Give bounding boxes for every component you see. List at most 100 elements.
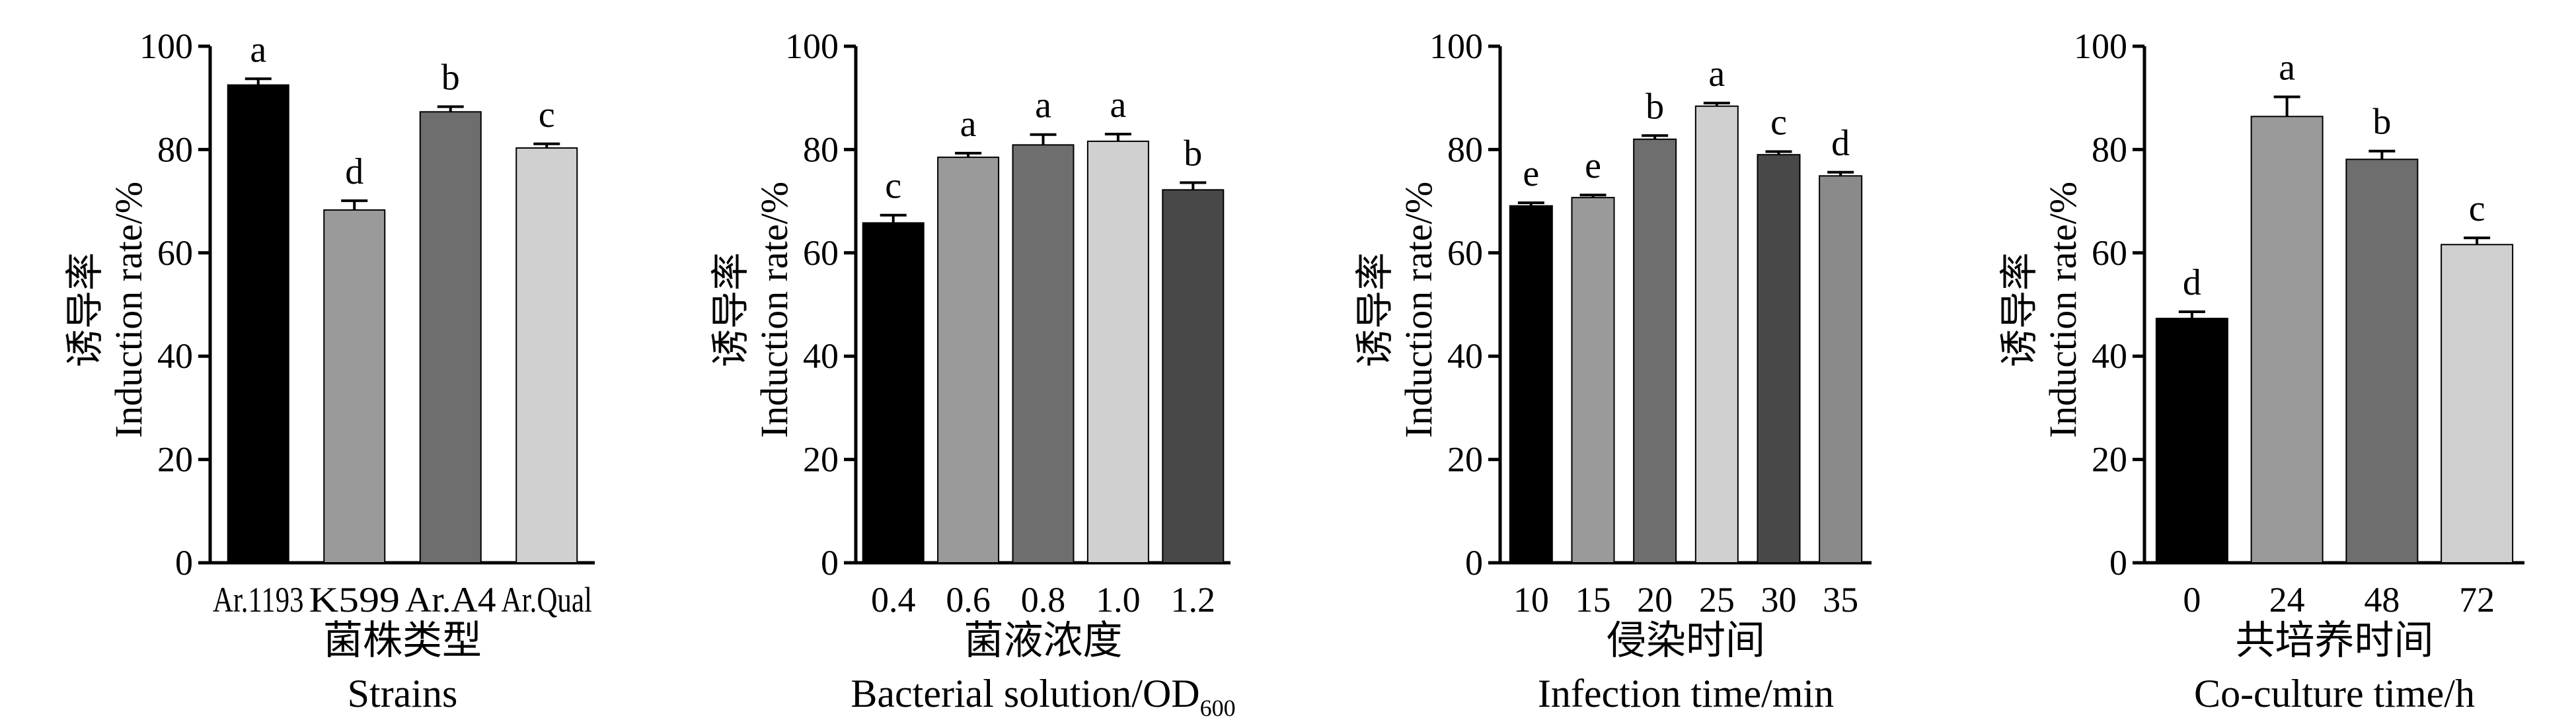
x-axis-title-cn: 共培养时间 — [2236, 619, 2434, 663]
x-axis-title-en-main: Bacterial solution/OD — [851, 672, 1199, 715]
bar-25 — [1694, 105, 1739, 564]
x-axis-title-cn: 菌株类型 — [323, 619, 482, 663]
bar-48 — [2345, 159, 2419, 563]
x-axis-title-en: Co-culture time/h — [2194, 672, 2475, 715]
y-tick-label: 20 — [1447, 440, 1483, 480]
y-tick-label: 0 — [2109, 543, 2127, 583]
x-axis-title-cn: 侵染时间 — [1607, 619, 1765, 663]
y-axis-title-en: Induction rate/% — [1397, 182, 1440, 438]
significance-letter: a — [1035, 85, 1051, 126]
y-tick-label: 40 — [2092, 336, 2127, 376]
x-tick-label: Ar.A4 — [405, 580, 496, 620]
significance-letter: b — [1184, 133, 1202, 174]
significance-letter: c — [2469, 188, 2485, 229]
x-tick-label: 24 — [2269, 580, 2305, 620]
y-tick-label: 100 — [1429, 26, 1483, 66]
bar-0.4 — [862, 222, 925, 564]
significance-letter: a — [1110, 85, 1126, 126]
y-tick-label: 40 — [157, 336, 193, 376]
x-tick-label: 1.0 — [1096, 580, 1141, 620]
chart-panel-4: 0 20 40 60 80 100 诱导率Induction rate/% d 0 a 24 b 48 c… — [1998, 26, 2524, 715]
significance-letter: e — [1523, 153, 1539, 194]
significance-letter: c — [1770, 102, 1787, 143]
x-axis-title-en: Strains — [348, 672, 458, 715]
significance-letter: a — [250, 29, 266, 70]
y-tick-label: 40 — [1447, 336, 1483, 376]
y-tick-label: 0 — [821, 543, 839, 583]
x-tick-label: 30 — [1761, 580, 1797, 620]
bar-K599 — [323, 209, 386, 564]
chart-panel-1: 0 20 40 60 80 100 诱导率Induction rate/% a Ar.1193 d… — [63, 26, 595, 715]
significance-letter: d — [345, 151, 363, 192]
x-tick-label: Ar.Qual — [502, 580, 593, 620]
significance-letter: e — [1585, 145, 1601, 186]
x-axis-title-cn: 菌液浓度 — [964, 619, 1123, 663]
x-tick-label: 20 — [1637, 580, 1673, 620]
bar-1.2 — [1162, 189, 1225, 563]
y-axis-title-en: Induction rate/% — [2041, 182, 2084, 438]
y-axis-title-cn: 诱导率 — [63, 252, 106, 367]
x-tick-label: 0.4 — [871, 580, 916, 620]
significance-letter: d — [2183, 262, 2201, 303]
bar-0 — [2155, 318, 2228, 563]
y-tick-label: 100 — [139, 26, 193, 66]
bar-24 — [2250, 116, 2324, 564]
y-tick-label: 20 — [2092, 440, 2127, 480]
y-axis-title: 诱导率Induction rate/% — [63, 182, 150, 438]
x-tick-label: 48 — [2364, 580, 2400, 620]
y-tick-label: 40 — [803, 336, 839, 376]
y-tick-label: 60 — [2092, 233, 2127, 273]
y-tick-label: 0 — [175, 543, 193, 583]
y-tick-label: 100 — [785, 26, 839, 66]
y-axis-title: 诱导率Induction rate/% — [709, 182, 796, 438]
x-tick-label: 25 — [1699, 580, 1735, 620]
x-axis-title-en-subscript: 600 — [1200, 695, 1236, 718]
significance-letter: c — [539, 94, 555, 135]
y-axis-title: 诱导率Induction rate/% — [1998, 182, 2084, 438]
significance-letter: a — [1708, 54, 1725, 94]
y-tick-label: 80 — [803, 129, 839, 169]
x-tick-label: 10 — [1513, 580, 1549, 620]
x-tick-label: 35 — [1823, 580, 1858, 620]
y-tick-label: 80 — [2092, 129, 2127, 169]
y-tick-label: 60 — [1447, 233, 1483, 273]
significance-letter: d — [1831, 123, 1850, 164]
x-axis-title-en: Bacterial solution/OD600 — [851, 672, 1235, 718]
significance-letter: b — [441, 57, 460, 98]
x-tick-label: Ar.1193 — [213, 580, 304, 620]
chart-panel-2: 0 20 40 60 80 100 诱导率Induction rate/% c 0.4 a 0.6 a… — [709, 26, 1236, 718]
y-tick-label: 20 — [803, 440, 839, 480]
x-axis-title-en: Infection time/min — [1538, 672, 1834, 715]
y-tick-label: 80 — [1447, 129, 1483, 169]
significance-letter: a — [960, 104, 977, 145]
y-tick-label: 60 — [803, 233, 839, 273]
significance-letter: c — [885, 166, 901, 207]
y-tick-label: 100 — [2074, 26, 2127, 66]
y-axis-title-cn: 诱导率 — [1998, 252, 2041, 367]
bar-72 — [2441, 244, 2514, 563]
x-tick-label: 1.2 — [1171, 580, 1216, 620]
y-axis-title: 诱导率Induction rate/% — [1353, 182, 1440, 438]
x-tick-label: 72 — [2459, 580, 2495, 620]
y-tick-label: 80 — [157, 129, 193, 169]
bar-10 — [1509, 205, 1553, 563]
y-tick-label: 0 — [1465, 543, 1483, 583]
y-axis-title-en: Induction rate/% — [107, 182, 150, 438]
bar-0.6 — [937, 157, 1000, 563]
x-tick-label: K599 — [309, 580, 400, 620]
y-tick-label: 20 — [157, 440, 193, 480]
significance-letter: b — [2372, 102, 2391, 143]
significance-letter: b — [1646, 86, 1664, 127]
bar-1.0 — [1086, 140, 1149, 563]
y-axis-title-cn: 诱导率 — [709, 252, 752, 367]
bar-30 — [1757, 154, 1801, 564]
x-tick-label: 15 — [1575, 580, 1611, 620]
bar-35 — [1819, 175, 1863, 564]
x-tick-label: 0 — [2183, 580, 2201, 620]
y-axis-title-en: Induction rate/% — [753, 182, 796, 438]
bar-20 — [1633, 138, 1677, 563]
bar-0.8 — [1012, 144, 1075, 563]
x-tick-label: 0.6 — [946, 580, 991, 620]
y-axis-title-cn: 诱导率 — [1353, 252, 1396, 367]
